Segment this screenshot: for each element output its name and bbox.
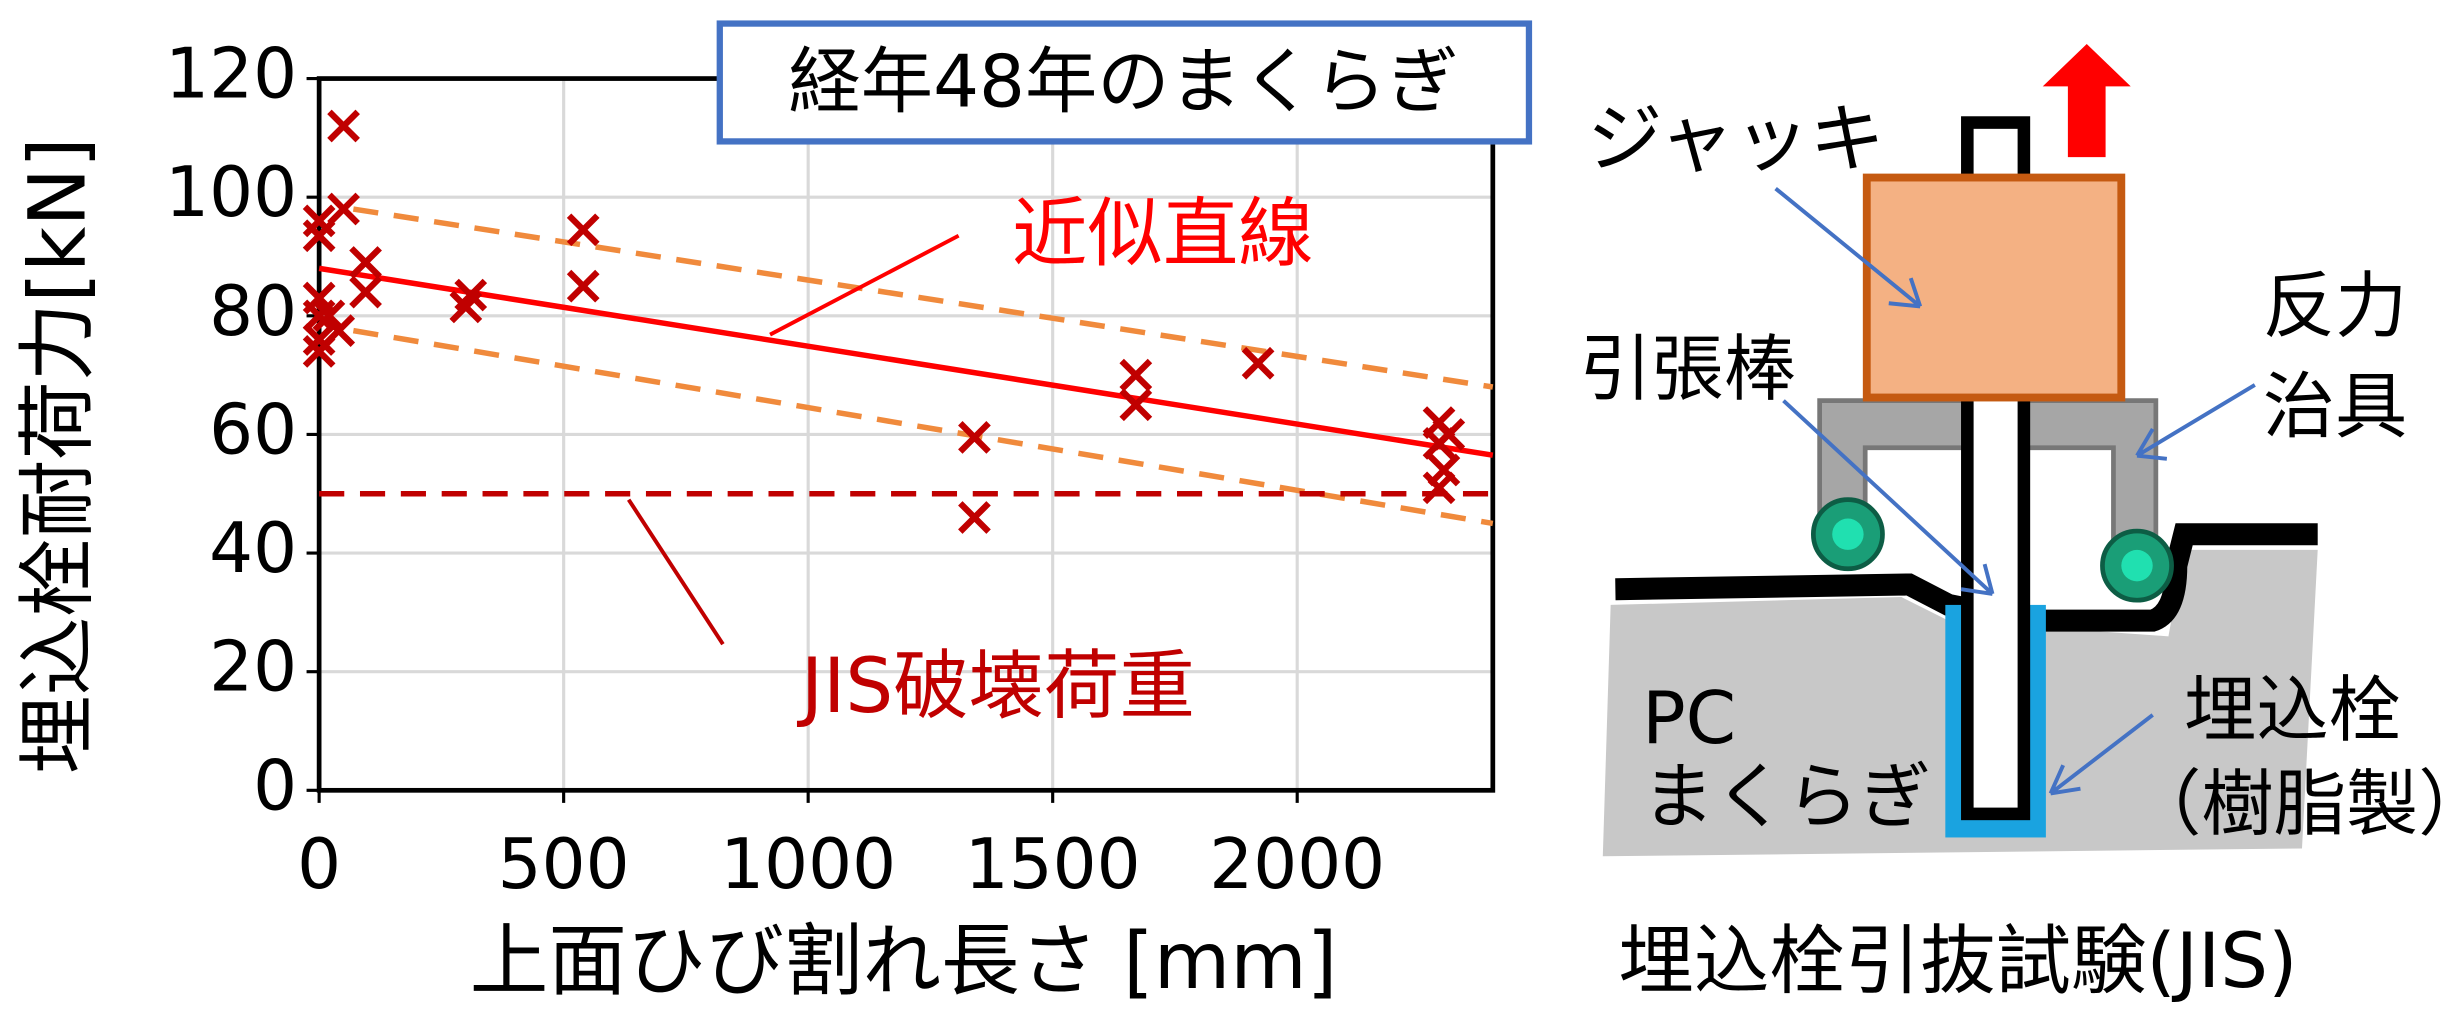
marker — [958, 501, 991, 534]
leader — [769, 233, 960, 337]
marker — [1432, 418, 1466, 451]
leader — [627, 498, 725, 646]
marker — [302, 299, 336, 333]
y-axis-title: 埋込栓耐荷力[kN] — [12, 137, 104, 774]
x-tick-label: 2000 — [1209, 825, 1385, 905]
label: 引張棒 — [1579, 328, 1796, 412]
x-tick-label: 500 — [498, 825, 630, 905]
marker — [302, 323, 336, 356]
label: （樹脂製） — [2129, 763, 2464, 847]
y-tick-label: 0 — [253, 746, 297, 826]
marker — [1241, 346, 1275, 380]
caption: 埋込栓引抜試験(JIS) — [1619, 917, 2298, 1005]
roller — [1832, 518, 1864, 550]
label: 反力 — [2263, 265, 2408, 349]
marker — [312, 299, 346, 333]
marker — [958, 421, 991, 454]
annotation: JIS破壊荷重 — [797, 642, 1195, 730]
pointer — [1782, 399, 1995, 596]
label: まくらぎ — [1642, 755, 1931, 839]
pointer — [2048, 713, 2154, 796]
x-tick-label: 1500 — [965, 825, 1141, 905]
diagram: ジャッキ 反力 治具 引張棒 PC まくらぎ 埋込栓 （樹脂製） 埋込栓引抜試験… — [1579, 43, 2464, 1005]
title-box — [716, 20, 1533, 145]
x-axis-title: 上面ひび割れ長さ [mm] — [470, 915, 1338, 1007]
label: 治具 — [2263, 366, 2408, 450]
marker — [1119, 388, 1153, 422]
y-tick-label: 60 — [209, 390, 297, 470]
marker — [454, 278, 488, 312]
marker — [349, 275, 382, 309]
y-tick-label: 80 — [209, 272, 297, 352]
chart-title: 経年48年のまくらぎ — [789, 40, 1459, 124]
x-tick-label: 1000 — [720, 825, 896, 905]
annotation: 近似直線 — [1012, 189, 1314, 277]
y-tick-label: 40 — [209, 509, 297, 589]
y-tick-label: 120 — [165, 35, 297, 115]
jack — [1862, 173, 2126, 402]
label: 埋込栓 — [2184, 669, 2401, 753]
marker — [302, 219, 336, 253]
pointer — [2135, 383, 2256, 461]
marker — [566, 213, 600, 247]
marker — [327, 109, 360, 143]
marker — [322, 314, 356, 348]
label: ジャッキ — [1587, 95, 1885, 183]
y-tick-label: 100 — [165, 153, 297, 233]
marker — [1422, 471, 1456, 505]
y-tick-label: 20 — [209, 628, 297, 708]
marker — [566, 269, 600, 303]
line — [352, 206, 1494, 390]
pointer — [1774, 187, 1923, 309]
marker — [327, 192, 360, 226]
marker — [349, 246, 382, 279]
roller — [2121, 549, 2153, 582]
pull-arrow — [2042, 43, 2131, 158]
marker — [1119, 358, 1153, 392]
label: PC — [1642, 677, 1736, 761]
x-tick-label: 0 — [297, 825, 341, 905]
plot: 0 20 40 60 80 100 120 0 500 1000 1500 2000 — [165, 35, 1496, 905]
line — [318, 265, 1494, 458]
